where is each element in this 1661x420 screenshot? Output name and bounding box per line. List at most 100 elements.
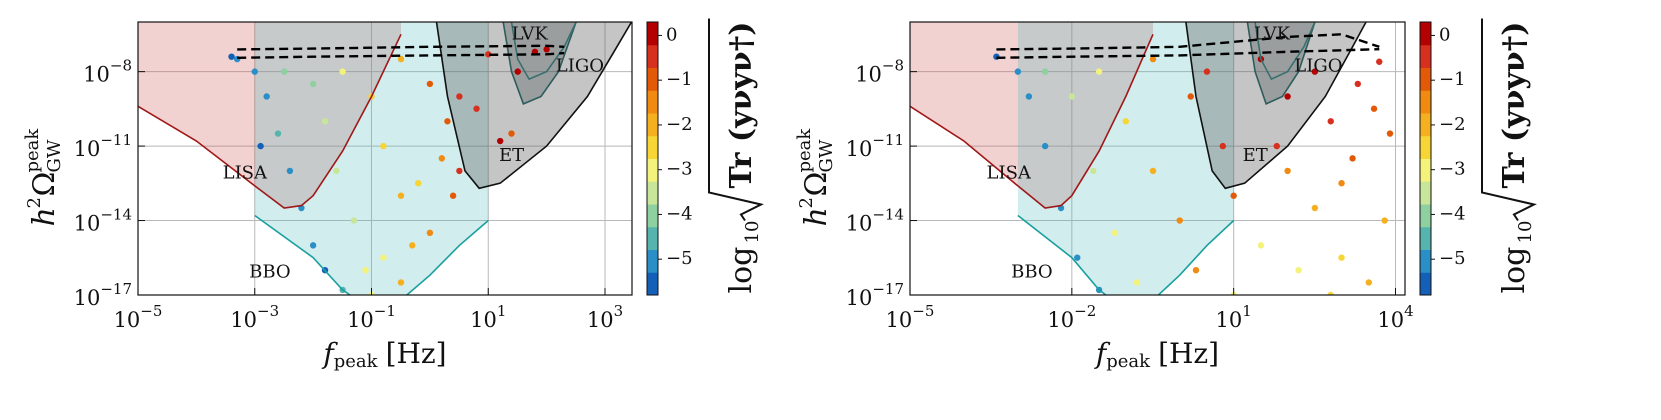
colorbar-tick-label: 0 — [1439, 24, 1450, 45]
x-tick-label-base: 10 — [114, 308, 141, 332]
colorbar-frame — [1419, 21, 1432, 296]
scatter-point — [397, 192, 405, 199]
scatter-point — [274, 130, 282, 137]
y-tick-label-exponent: −8 — [882, 57, 904, 75]
x-tick-label-base: 10 — [1216, 308, 1243, 332]
x-axis-label: fpeak [Hz] — [1094, 337, 1219, 373]
region-fill — [503, 22, 577, 104]
y-tick-label-base: 10 — [83, 62, 110, 86]
x-tick-label: 10−2 — [1047, 302, 1096, 332]
x-axis-label: fpeak [Hz] — [321, 337, 446, 373]
scatter-point — [1327, 118, 1334, 125]
y-tick-label-base: 10 — [74, 211, 101, 235]
colorbar-swatch — [647, 90, 658, 114]
scatter-point — [1111, 229, 1119, 237]
region-label: LIGO — [1294, 56, 1342, 77]
scatter-point — [228, 53, 235, 60]
y-label-sub: GW — [44, 139, 65, 172]
scatter-point — [1354, 80, 1361, 88]
scatter-point — [309, 80, 317, 88]
scatter-point — [380, 254, 387, 261]
plot-frame — [909, 21, 1406, 296]
y-label-symbol: Ω — [27, 172, 62, 197]
region-fill — [1017, 22, 1234, 295]
y-tick-label: 10−14 — [74, 206, 132, 236]
colorbar-tick-label: −3 — [666, 159, 693, 180]
scatter-point — [321, 118, 329, 125]
scatter-point — [543, 46, 550, 53]
scatter-point — [1068, 93, 1076, 100]
y-tick-label: 10−17 — [846, 280, 904, 310]
region-curve — [435, 22, 632, 190]
scatter-point — [1090, 167, 1097, 175]
scatter-point — [397, 279, 405, 286]
colorbar-tick-label: −2 — [1439, 114, 1466, 135]
colorbar-swatch — [647, 158, 658, 182]
colorbar-label-log: log — [1497, 247, 1532, 294]
plot-frame — [137, 21, 633, 296]
scatter-point — [333, 167, 340, 175]
region-curve — [1254, 22, 1316, 81]
y-label-symbol: Ω — [799, 172, 834, 197]
scatter-point — [1338, 179, 1345, 187]
scatter-point — [496, 137, 504, 145]
x-label-unit: [Hz] — [1158, 337, 1219, 370]
y-tick-label: 10−8 — [83, 57, 132, 87]
x-tick-label-base: 10 — [1377, 308, 1404, 332]
colorbar-swatch — [1420, 22, 1431, 46]
colorbar-swatch — [647, 44, 658, 68]
scatter-point — [409, 242, 416, 249]
colorbar-tick-label: 0 — [666, 24, 677, 45]
scatter-point — [1025, 93, 1033, 100]
y-tick-label-base: 10 — [846, 211, 873, 235]
scatter-point — [1365, 279, 1373, 286]
scatter-point — [1176, 217, 1183, 224]
y-tick-label: 10−11 — [846, 131, 904, 161]
colorbar-label-log: log — [724, 247, 759, 294]
colorbar-frame — [646, 21, 659, 296]
region-label: BBO — [1011, 262, 1053, 283]
region-fill — [1247, 22, 1315, 104]
colorbar-swatch — [647, 226, 658, 250]
x-tick-label: 101 — [1216, 302, 1252, 332]
y-tick-label-base: 10 — [846, 137, 873, 161]
y-label-base: h — [799, 207, 834, 226]
colorbar-swatch — [1420, 158, 1431, 182]
y-tick-label-base: 10 — [846, 286, 873, 310]
y-label-power: 2 — [24, 197, 45, 208]
colorbar-swatch — [647, 22, 658, 46]
x-tick-label-exponent: 1 — [497, 302, 507, 320]
scatter-point — [1074, 254, 1081, 261]
scatter-point — [1133, 279, 1140, 286]
region-fill — [436, 22, 632, 189]
x-tick-label-exponent: −2 — [1074, 302, 1096, 320]
plot-background — [910, 22, 1405, 295]
colorbar-swatch — [647, 272, 658, 296]
region-curve — [1017, 214, 1235, 295]
scatter-point — [1014, 68, 1022, 75]
colorbar-swatch — [647, 135, 658, 159]
colorbar-tick-label: −4 — [1439, 203, 1466, 224]
x-tick-label: 10−1 — [347, 302, 396, 332]
x-tick-label-base: 10 — [1047, 308, 1074, 332]
colorbar-label: log 10 Tr (yνyν†) — [1481, 18, 1537, 294]
y-label-sup: peak — [794, 128, 815, 173]
scatter-point — [1338, 254, 1345, 261]
colorbar-swatch — [1420, 113, 1431, 137]
x-tick-label-base: 10 — [587, 308, 614, 332]
sqrt-sign — [1481, 18, 1537, 222]
x-tick-label-base: 10 — [886, 308, 913, 332]
region-label: LVK — [1254, 23, 1291, 44]
y-tick-label-exponent: −14 — [872, 206, 904, 224]
colorbar-tick-label: −1 — [666, 69, 693, 90]
y-tick-label-base: 10 — [74, 137, 101, 161]
colorbar-swatch — [647, 181, 658, 205]
scatter-point — [257, 142, 264, 150]
scatter-point — [286, 167, 294, 175]
colorbar-swatch — [1420, 249, 1431, 273]
x-tick-label-exponent: 3 — [614, 302, 624, 320]
y-tick-label: 10−8 — [855, 57, 904, 87]
